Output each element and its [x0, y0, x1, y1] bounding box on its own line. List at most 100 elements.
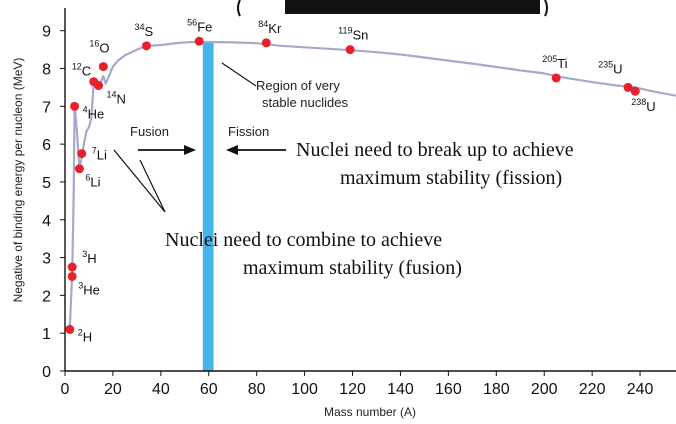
nuclide-mass-number: 205: [542, 54, 557, 64]
nuclide-point-ti205: [551, 73, 561, 83]
nuclide-symbol: Ti: [557, 56, 567, 71]
nuclide-label-kr84: 84Kr: [258, 19, 282, 36]
x-tick-label: 60: [200, 381, 218, 398]
nuclide-label-he3: 3He: [78, 280, 100, 297]
nuclide-mass-number: 3: [82, 249, 87, 259]
nuclide-label-o16: 16O: [89, 39, 109, 56]
x-axis-title: Mass number (A): [324, 405, 416, 419]
nuclide-point-o16: [98, 62, 108, 72]
nuclide-symbol: Li: [97, 148, 107, 163]
nuclide-point-u235: [623, 82, 633, 92]
nuclide-symbol: Li: [90, 175, 100, 190]
nuclide-label-n14: 14N: [107, 90, 126, 107]
fission-note-line2: maximum stability (fission): [340, 167, 562, 189]
nuclide-mass-number: 7: [92, 146, 97, 156]
x-tick-label: 100: [291, 381, 318, 398]
y-tick-label: 0: [42, 364, 51, 381]
nuclide-label-u235: 235U: [598, 59, 622, 76]
nuclide-symbol: C: [82, 64, 91, 79]
fusion-note-line1: Nuclei need to combine to achieve: [165, 229, 442, 251]
nuclide-symbol: H: [87, 251, 96, 266]
y-tick-label: 1: [42, 326, 51, 343]
y-axis-title: Negative of binding energy per nucleon (…: [11, 58, 25, 303]
nuclide-mass-number: 12: [72, 62, 82, 72]
nuclide-label-ti205: 205Ti: [542, 54, 567, 71]
nuclide-symbol: Sn: [352, 28, 368, 43]
nuclide-mass-number: 34: [134, 22, 144, 32]
nuclide-symbol: He: [83, 282, 100, 297]
nuclide-mass-number: 4: [83, 104, 88, 114]
x-tick-label: 120: [339, 381, 366, 398]
nuclide-mass-number: 6: [85, 173, 90, 183]
x-tick-label: 20: [104, 381, 122, 398]
nuclide-mass-number: 235: [598, 59, 613, 69]
fusion-note-pointer-1: [113, 149, 166, 213]
fission-label: Fission: [228, 124, 269, 139]
x-tick-label: 180: [483, 381, 510, 398]
x-tick-label: 40: [152, 381, 170, 398]
nuclide-label-c12: 12C: [72, 62, 91, 79]
nuclide-mass-number: 84: [258, 19, 268, 29]
binding-energy-curve: [68, 40, 676, 330]
fusion-note-pointer-2: [139, 159, 166, 213]
nuclide-label-u238: 238U: [631, 97, 655, 114]
x-tick-label: 240: [627, 381, 654, 398]
nuclide-point-he3: [67, 271, 77, 281]
nuclide-point-he4: [70, 101, 80, 111]
nuclide-symbol: N: [117, 92, 126, 107]
nuclide-symbol: U: [646, 99, 655, 114]
nuclide-symbol: H: [83, 329, 92, 344]
nuclide-point-sn119: [345, 45, 355, 55]
cropped-title-bar: [285, 0, 540, 14]
x-tick-label: 80: [248, 381, 266, 398]
y-tick-label: 9: [42, 24, 51, 41]
nuclide-point-li7: [77, 149, 87, 159]
band-label-line2: stable nuclides: [262, 95, 348, 110]
nuclide-mass-number: 3: [78, 280, 83, 290]
y-tick-label: 7: [42, 99, 51, 116]
x-tick-label: 0: [61, 381, 70, 398]
x-tick-label: 200: [531, 381, 558, 398]
x-tick-label: 160: [435, 381, 462, 398]
nuclide-point-h3: [67, 262, 77, 272]
nuclide-symbol: U: [613, 61, 622, 76]
nuclide-symbol: Fe: [197, 19, 212, 34]
x-tick-label: 220: [579, 381, 606, 398]
nuclide-label-li7: 7Li: [92, 146, 107, 163]
fusion-note-line2: maximum stability (fusion): [243, 257, 462, 279]
nuclide-symbol: O: [99, 41, 109, 56]
fission-note-line1: Nuclei need to break up to achieve: [296, 139, 574, 161]
y-tick-label: 4: [42, 213, 51, 230]
nuclide-mass-number: 56: [187, 17, 197, 27]
nuclide-point-li6: [74, 164, 84, 174]
fusion-label: Fusion: [130, 124, 169, 139]
nuclide-symbol: S: [144, 24, 153, 39]
stable-nuclides-band: [202, 41, 214, 372]
nuclide-point-fe56: [194, 36, 204, 46]
y-tick-label: 6: [42, 137, 51, 154]
nuclide-label-h3: 3H: [82, 249, 96, 266]
nuclide-point-s34: [141, 41, 151, 51]
band-label-line1: Region of very: [256, 78, 340, 93]
nuclide-label-sn119: 119Sn: [338, 26, 368, 43]
nuclide-mass-number: 16: [89, 39, 99, 49]
nuclide-symbol: He: [88, 106, 105, 121]
nuclide-label-li6: 6Li: [85, 173, 100, 190]
nuclide-symbol: Kr: [268, 21, 282, 36]
nuclide-mass-number: 238: [631, 97, 646, 107]
x-tick-label: 140: [387, 381, 414, 398]
nuclide-label-h2: 2H: [78, 327, 92, 344]
y-tick-label: 2: [42, 288, 51, 305]
nuclide-label-he4: 4He: [83, 104, 105, 121]
nuclide-point-u238: [630, 86, 640, 96]
nuclide-point-n14: [94, 81, 104, 91]
nuclide-label-s34: 34S: [134, 22, 153, 39]
nuclide-mass-number: 119: [338, 26, 352, 36]
nuclide-mass-number: 14: [107, 90, 117, 100]
nuclide-mass-number: 2: [78, 327, 83, 337]
nuclide-point-h2: [65, 324, 75, 334]
cropped-title-bracket-left: [237, 0, 241, 17]
y-tick-label: 3: [42, 251, 51, 268]
nuclide-label-fe56: 56Fe: [187, 17, 212, 34]
